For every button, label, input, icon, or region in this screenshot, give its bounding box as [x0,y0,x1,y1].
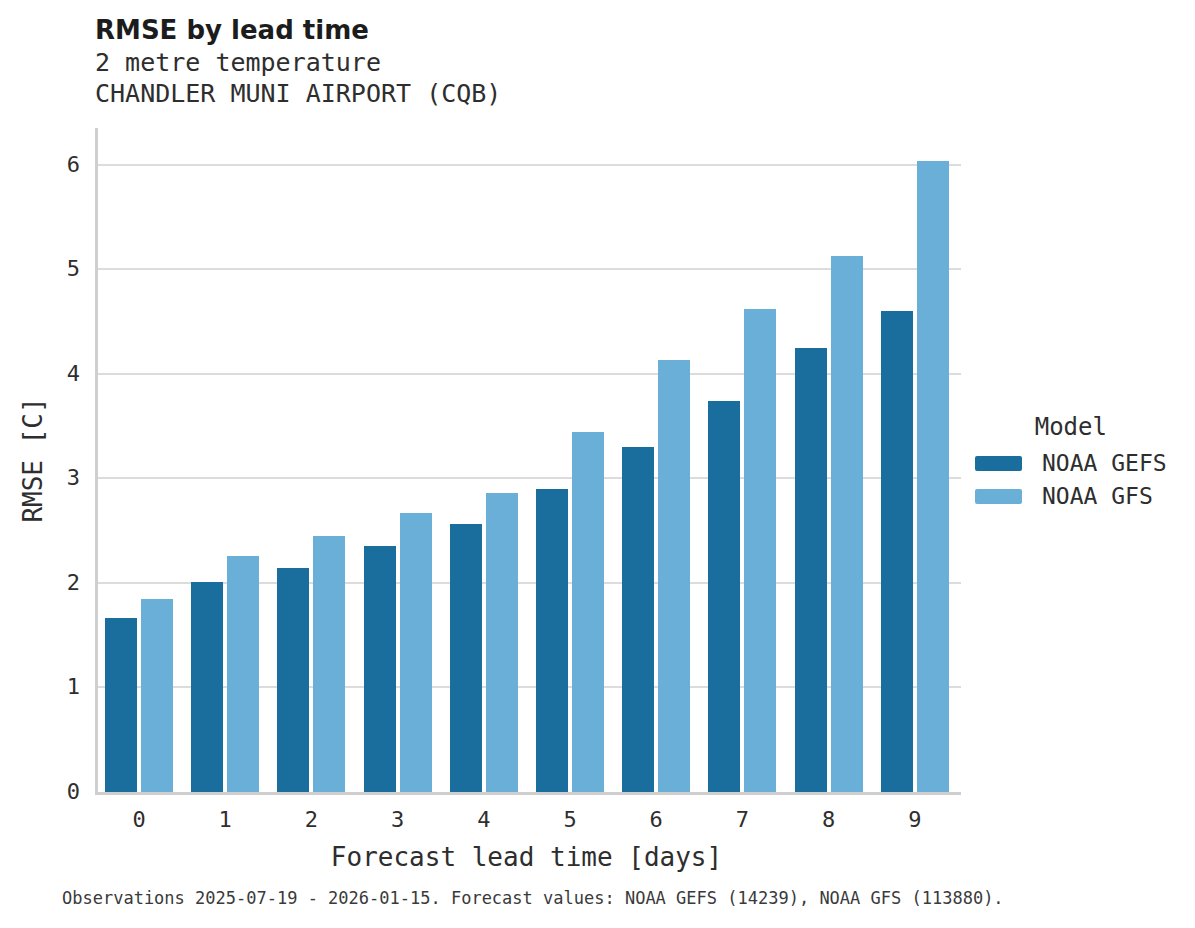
bar-noaa-gefs [536,489,568,792]
bar-noaa-gefs [622,447,654,792]
y-tick-label: 6 [67,154,80,176]
x-tick-label: 4 [477,809,490,831]
bar-noaa-gefs [708,401,740,792]
bar-noaa-gfs [572,432,604,792]
y-axis-title: RMSE [C] [10,128,56,792]
legend-item: NOAA GFS [975,485,1167,508]
bar-group: 4 [450,128,518,792]
legend-label: NOAA GFS [1042,485,1153,508]
bar-group: 7 [708,128,776,792]
bar-noaa-gfs [831,256,863,792]
figure: RMSE by lead time 2 metre temperature CH… [0,0,1195,928]
bar-group: 1 [191,128,259,792]
y-tick-label: 2 [67,572,80,594]
bar-noaa-gfs [486,493,518,792]
legend-items: NOAA GEFS NOAA GFS [975,452,1167,508]
chart-subtitle-station: CHANDLER MUNI AIRPORT (CQB) [95,78,501,109]
legend-swatch [975,456,1022,471]
footer-caption: Observations 2025-07-19 - 2026-01-15. Fo… [62,888,1004,908]
y-tick-label: 1 [67,676,80,698]
x-tick-label: 0 [132,809,145,831]
x-tick-label: 1 [219,809,232,831]
y-tick-label: 3 [67,467,80,489]
x-tick-label: 6 [650,809,663,831]
bar-noaa-gfs [400,513,432,792]
bar-noaa-gefs [364,546,396,792]
y-tick-label: 0 [67,781,80,803]
legend-swatch [975,489,1022,504]
bar-noaa-gfs [744,309,776,792]
x-axis-title: Forecast lead time [days] [95,842,958,872]
y-tick-label: 5 [67,258,80,280]
bar-noaa-gefs [795,348,827,792]
bar-group: 6 [622,128,690,792]
bar-group: 8 [795,128,863,792]
legend-label: NOAA GEFS [1042,452,1167,475]
x-tick-label: 9 [908,809,921,831]
bar-noaa-gfs [141,599,173,792]
legend-item: NOAA GEFS [975,452,1167,475]
x-tick-label: 3 [391,809,404,831]
bar-noaa-gefs [450,524,482,792]
chart-header: RMSE by lead time 2 metre temperature CH… [95,14,501,109]
legend: Model NOAA GEFS NOAA GFS [975,412,1167,508]
bar-group: 0 [105,128,173,792]
bar-noaa-gfs [917,161,949,792]
x-tick-label: 5 [563,809,576,831]
bar-noaa-gefs [191,582,223,792]
y-tick-label: 4 [67,363,80,385]
chart-title: RMSE by lead time [95,14,501,47]
bar-group: 3 [364,128,432,792]
chart-subtitle-variable: 2 metre temperature [95,47,501,78]
bar-group: 5 [536,128,604,792]
bar-groups: 0123456789 [98,128,961,792]
bar-group: 2 [277,128,345,792]
bar-noaa-gfs [227,556,259,792]
bar-noaa-gefs [881,311,913,792]
bar-noaa-gfs [658,360,690,792]
x-tick-label: 7 [736,809,749,831]
bar-noaa-gefs [105,618,137,792]
bar-group: 9 [881,128,949,792]
bar-noaa-gfs [313,536,345,792]
plot-area: 0123456789 0123456 [95,128,961,795]
legend-title: Model [975,412,1167,442]
x-tick-label: 2 [305,809,318,831]
x-tick-label: 8 [822,809,835,831]
bar-noaa-gefs [277,568,309,792]
